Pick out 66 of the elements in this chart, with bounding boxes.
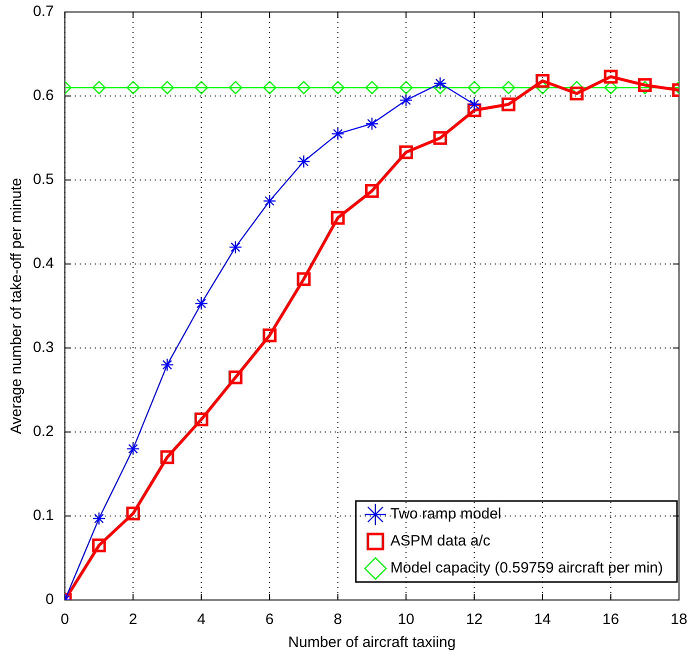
x-tick-label: 10 xyxy=(398,611,414,628)
point xyxy=(228,81,242,94)
point xyxy=(536,81,550,94)
x-tick-label: 0 xyxy=(60,611,70,628)
point xyxy=(160,358,174,372)
point xyxy=(92,512,106,526)
point xyxy=(502,81,516,94)
point xyxy=(262,81,276,94)
point xyxy=(126,506,140,520)
y-tick-label: 0.5 xyxy=(32,171,54,188)
point xyxy=(92,538,106,552)
point xyxy=(365,117,379,130)
y-tick-label: 0.3 xyxy=(32,339,54,356)
point xyxy=(228,240,242,254)
point xyxy=(228,370,242,384)
x-tick-label: 2 xyxy=(128,611,138,628)
y-tick-label: 0.7 xyxy=(32,3,54,20)
point xyxy=(365,184,379,198)
point xyxy=(604,81,618,94)
x-axis-title: Number of aircraft taxiing xyxy=(288,634,456,652)
point xyxy=(434,81,447,94)
y-tick-label: 0.4 xyxy=(32,255,54,272)
point xyxy=(297,81,310,94)
point xyxy=(331,81,344,94)
point xyxy=(434,76,447,90)
legend-label: Model capacity (0.59759 aircraft per min) xyxy=(390,560,664,577)
point xyxy=(92,81,106,94)
point xyxy=(262,328,276,342)
y-tick-label: 0 xyxy=(46,591,54,608)
point xyxy=(468,98,481,111)
point xyxy=(296,272,311,286)
point xyxy=(570,86,584,100)
point xyxy=(365,81,379,94)
point xyxy=(501,97,516,112)
point xyxy=(262,194,276,208)
x-tick-label: 18 xyxy=(670,611,688,628)
point xyxy=(604,70,618,84)
point xyxy=(331,127,344,140)
x-tick-label: 8 xyxy=(334,611,342,628)
point xyxy=(126,81,140,94)
point xyxy=(399,81,413,94)
x-tick-label: 12 xyxy=(466,611,483,628)
point xyxy=(536,74,550,88)
point xyxy=(194,412,208,426)
y-tick-label: 0.2 xyxy=(32,423,54,440)
x-tick-label: 16 xyxy=(602,611,620,628)
y-tick-label: 0.1 xyxy=(32,507,54,524)
x-tick-label: 14 xyxy=(534,611,551,628)
point xyxy=(297,154,310,168)
point xyxy=(126,442,140,456)
legend-label: Two ramp model xyxy=(390,506,502,523)
point xyxy=(468,81,481,94)
point xyxy=(399,94,413,107)
point xyxy=(160,81,174,94)
legend-label: ASPM data a/c xyxy=(390,532,491,550)
point xyxy=(330,210,345,225)
x-tick-label: 6 xyxy=(265,611,274,628)
x-tick-label: 4 xyxy=(197,611,206,628)
point xyxy=(399,145,413,160)
point xyxy=(433,131,448,145)
point xyxy=(194,81,208,94)
y-tick-label: 0.6 xyxy=(32,87,54,104)
y-axis-title: Average number of take-off per minute xyxy=(8,178,26,434)
point xyxy=(638,78,652,92)
point xyxy=(194,296,208,310)
point xyxy=(160,450,174,464)
